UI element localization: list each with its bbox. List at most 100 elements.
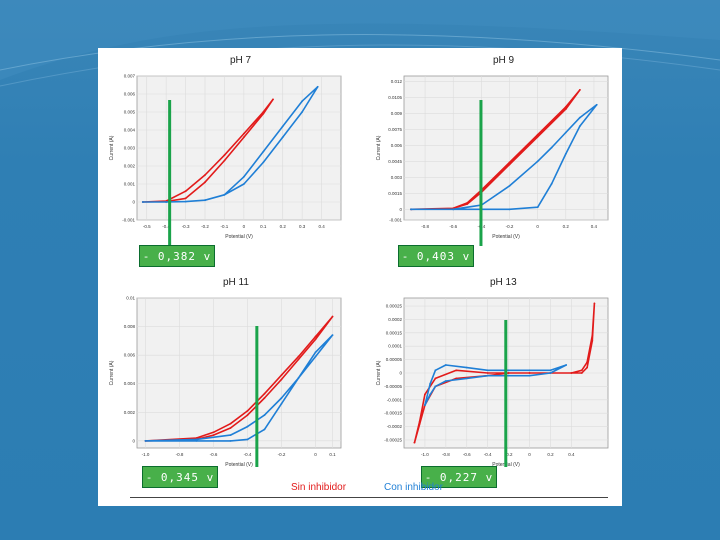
data-point: [565, 364, 568, 366]
x-tick-label: -0.4: [244, 452, 252, 457]
chart-title: pH 13: [490, 277, 517, 288]
potential-label: - 0,403 v: [398, 245, 474, 267]
x-tick-label: -0.8: [176, 452, 184, 457]
y-tick-label: 0.0015: [388, 191, 402, 196]
data-point: [466, 202, 469, 204]
data-point: [272, 98, 274, 101]
y-tick-label: 0.003: [391, 175, 403, 180]
data-point: [580, 369, 583, 372]
data-point: [223, 193, 226, 196]
data-point: [418, 422, 421, 425]
data-point: [455, 377, 458, 380]
chart-title: pH 9: [493, 55, 515, 66]
data-point: [314, 351, 317, 354]
data-point: [204, 199, 206, 202]
data-point: [508, 184, 511, 187]
y-tick-label: 0.002: [124, 164, 136, 169]
x-tick-label: 0: [536, 224, 539, 229]
potential-label: - 0,345 v: [142, 466, 218, 488]
data-point: [429, 393, 432, 396]
x-tick-label: -0.5: [143, 224, 151, 229]
data-point: [195, 439, 198, 442]
data-point: [564, 152, 567, 155]
data-point: [455, 369, 458, 372]
data-point: [223, 159, 226, 162]
data-point: [578, 88, 581, 91]
y-tick-label: 0.008: [124, 324, 136, 329]
data-point: [593, 302, 596, 305]
data-point: [429, 382, 432, 385]
data-point: [536, 135, 539, 138]
data-point: [144, 439, 147, 442]
data-point: [263, 397, 266, 399]
x-tick-label: -0.2: [506, 224, 514, 229]
data-point: [229, 427, 232, 429]
data-point: [281, 125, 284, 128]
y-tick-label: 0.0045: [388, 159, 402, 164]
y-tick-label: 0.00025: [386, 304, 403, 309]
data-point: [223, 154, 226, 157]
data-point: [262, 161, 265, 164]
legend-sin-inhibidor: Sin inhibidor: [291, 482, 347, 493]
data-point: [550, 146, 553, 149]
data-point: [331, 334, 334, 337]
data-point: [301, 100, 304, 103]
data-point: [507, 369, 510, 372]
data-point: [549, 372, 552, 374]
data-point: [141, 201, 144, 203]
data-point: [242, 136, 245, 139]
data-point: [281, 136, 284, 139]
y-tick-label: 0.006: [391, 143, 403, 148]
data-point: [331, 315, 334, 318]
data-point: [550, 182, 553, 185]
y-tick-label: 0.0105: [388, 95, 402, 100]
y-tick-label: 0.007: [124, 74, 136, 79]
y-axis-label: Current (A): [109, 360, 115, 385]
data-point: [564, 131, 567, 134]
data-point: [508, 163, 511, 166]
data-point: [580, 372, 583, 374]
y-tick-label: 0.009: [391, 111, 403, 116]
y-tick-label: 0.004: [124, 128, 136, 133]
data-point: [263, 428, 266, 431]
y-tick-label: 0: [132, 438, 135, 443]
x-tick-label: 0: [243, 224, 246, 229]
x-tick-label: -0.6: [449, 224, 457, 229]
data-point: [434, 385, 437, 388]
data-point: [314, 338, 317, 341]
data-point: [246, 409, 249, 412]
y-axis-label: Current (A): [376, 360, 382, 385]
data-point: [314, 355, 317, 358]
y-tick-label: 0: [399, 371, 402, 376]
y-tick-label: 0.006: [124, 353, 136, 358]
data-point: [507, 374, 510, 377]
x-tick-label: -0.2: [278, 452, 286, 457]
y-tick-label: 0.005: [124, 110, 136, 115]
data-point: [263, 392, 266, 395]
data-point: [297, 358, 300, 361]
data-point: [452, 208, 455, 211]
x-tick-label: 0.2: [547, 452, 554, 457]
x-tick-label: -0.8: [421, 224, 429, 229]
data-point: [212, 431, 215, 434]
data-point: [508, 208, 511, 211]
y-tick-label: -0.0002: [387, 424, 403, 429]
data-point: [591, 334, 594, 337]
data-point: [314, 335, 317, 338]
x-tick-label: 0.1: [260, 224, 267, 229]
data-point: [229, 434, 232, 437]
chart-plot: -1.0 -0.8 -0.6 -0.4 -0.2 0 0.1 0 0.002 0.004 0.006…: [105, 292, 349, 470]
y-tick-label: -0.00005: [384, 384, 402, 389]
data-point: [242, 175, 245, 178]
x-tick-label: 0.1: [329, 452, 336, 457]
data-point: [465, 366, 468, 369]
data-point: [280, 402, 283, 405]
x-tick-label: 0: [314, 452, 317, 457]
x-tick-label: -0.6: [463, 452, 471, 457]
data-point: [591, 339, 594, 342]
y-axis-label: Current (A): [109, 135, 115, 160]
data-point: [246, 438, 249, 441]
chart-svg: -0.8-0.6-0.4-0.200.20.4-0.00100.00150.00…: [376, 75, 609, 240]
chart-title: pH 7: [230, 55, 252, 66]
y-tick-label: -0.0001: [387, 397, 403, 402]
